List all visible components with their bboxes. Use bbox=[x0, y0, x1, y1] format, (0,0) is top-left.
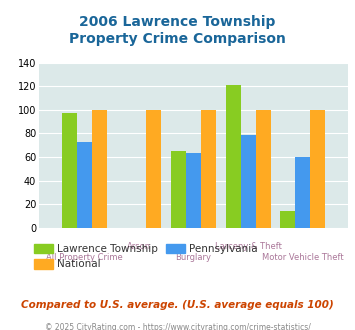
Bar bbox=[256, 110, 271, 228]
Text: All Property Crime: All Property Crime bbox=[46, 253, 122, 262]
Bar bbox=[62, 114, 77, 228]
Bar bbox=[77, 142, 92, 228]
Bar bbox=[201, 110, 216, 228]
Bar bbox=[186, 153, 201, 228]
Legend: Lawrence Township, National, Pennsylvania: Lawrence Township, National, Pennsylvani… bbox=[30, 240, 262, 274]
Bar bbox=[241, 135, 256, 228]
Text: Motor Vehicle Theft: Motor Vehicle Theft bbox=[262, 253, 344, 262]
Text: Burglary: Burglary bbox=[175, 253, 212, 262]
Text: 2006 Lawrence Township
Property Crime Comparison: 2006 Lawrence Township Property Crime Co… bbox=[69, 15, 286, 46]
Bar bbox=[146, 110, 162, 228]
Bar bbox=[171, 151, 186, 228]
Bar bbox=[92, 110, 107, 228]
Bar bbox=[280, 211, 295, 228]
Text: Larceny & Theft: Larceny & Theft bbox=[215, 242, 282, 250]
Bar bbox=[295, 157, 310, 228]
Bar bbox=[310, 110, 325, 228]
Text: © 2025 CityRating.com - https://www.cityrating.com/crime-statistics/: © 2025 CityRating.com - https://www.city… bbox=[45, 323, 310, 330]
Text: Compared to U.S. average. (U.S. average equals 100): Compared to U.S. average. (U.S. average … bbox=[21, 300, 334, 310]
Bar bbox=[225, 85, 241, 228]
Text: Arson: Arson bbox=[127, 242, 151, 250]
